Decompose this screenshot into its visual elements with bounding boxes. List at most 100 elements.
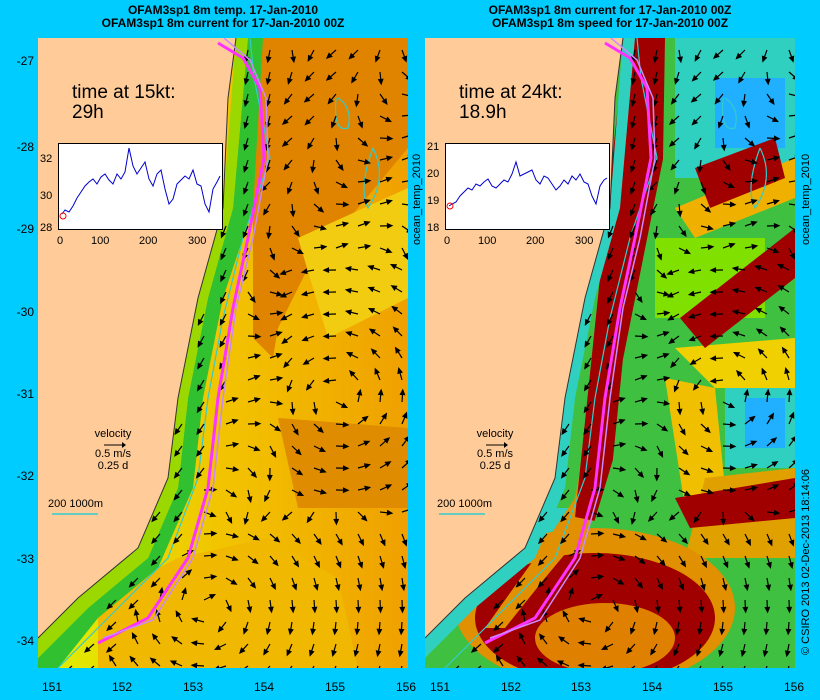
current-vector-head xyxy=(689,359,697,365)
current-vector-head xyxy=(495,654,502,662)
current-vector-head xyxy=(384,116,392,123)
current-vector-head xyxy=(249,296,256,304)
current-vector-head xyxy=(638,557,646,565)
current-vector-head xyxy=(317,426,324,434)
current-vector-head xyxy=(516,655,523,663)
right-inset-series xyxy=(448,160,608,207)
current-vector-head xyxy=(367,307,376,314)
current-vector-head xyxy=(712,52,720,59)
current-vector-head xyxy=(307,54,314,62)
right-depth-label: 200 1000m xyxy=(437,498,493,510)
current-vector-head xyxy=(470,646,478,653)
current-vector-head xyxy=(607,231,614,239)
ytick-2: -28 xyxy=(16,140,34,154)
current-vector-head xyxy=(230,579,238,585)
current-vector-head xyxy=(709,289,717,296)
current-vector-head xyxy=(238,647,246,655)
current-vector-head xyxy=(706,467,714,474)
current-vector-head xyxy=(289,408,296,416)
current-vector-head xyxy=(660,536,668,543)
right-xtick-4: 154 xyxy=(642,680,663,694)
current-vector-head xyxy=(397,650,404,658)
current-vector-head xyxy=(300,290,308,297)
current-vector-head xyxy=(296,469,304,476)
current-vector-head xyxy=(197,318,204,326)
right-inset-xtick-3: 200 xyxy=(526,235,545,247)
current-vector-head xyxy=(151,537,158,545)
left-inset-xtick-2: 100 xyxy=(91,235,110,247)
current-vector-head xyxy=(267,606,274,614)
current-vector-head xyxy=(763,628,770,636)
current-vector-head xyxy=(242,187,249,195)
current-vector-head xyxy=(294,537,301,545)
current-vector xyxy=(90,665,95,668)
current-vector-head xyxy=(310,166,316,174)
current-vector xyxy=(68,665,73,668)
current-vector-head xyxy=(129,655,136,663)
current-vector-head xyxy=(744,121,751,129)
current-vector-head xyxy=(330,121,337,129)
current-vector-head xyxy=(690,96,698,103)
current-vector-head xyxy=(701,560,707,569)
current-vector-head xyxy=(719,628,726,636)
current-vector-head xyxy=(406,483,408,487)
right-xtick-1: 151 xyxy=(430,680,451,694)
current-vector-head xyxy=(169,660,177,666)
current-vector-head xyxy=(293,560,300,568)
current-vector-head xyxy=(583,428,590,436)
current-vector-head xyxy=(773,155,781,162)
current-vector-head xyxy=(607,253,613,261)
current-vector-head xyxy=(720,518,727,526)
current-vector-head xyxy=(173,493,180,501)
current-vector xyxy=(356,665,359,668)
current-vector-head xyxy=(560,471,568,479)
current-vector-head xyxy=(149,657,157,664)
current-vector-head xyxy=(729,465,737,472)
current-vector-head xyxy=(679,428,686,436)
current-vector-head xyxy=(677,56,683,64)
left-velocity-scale: 0.5 m/s xyxy=(94,448,132,460)
current-vector-head xyxy=(584,318,591,326)
current-vector-head xyxy=(668,118,676,125)
current-vector-head xyxy=(781,346,788,354)
current-vector-head xyxy=(738,76,745,84)
current-vector-head xyxy=(345,331,353,337)
current-vector-head xyxy=(770,437,778,444)
current-vector-head xyxy=(662,331,670,337)
current-vector-head xyxy=(778,305,786,313)
current-vector-head xyxy=(381,412,388,420)
current-vector-head xyxy=(128,580,136,588)
current-vector-head xyxy=(319,224,328,231)
current-vector-head xyxy=(265,56,272,64)
current-vector-head xyxy=(181,587,187,595)
current-vector-head xyxy=(630,100,637,108)
current-vector-head xyxy=(210,574,218,581)
current-vector-head xyxy=(577,640,585,647)
current-vector-head xyxy=(391,305,399,313)
current-vector-head xyxy=(322,311,330,318)
current-vector-head xyxy=(378,584,385,592)
current-vector-head xyxy=(779,326,787,334)
left-velocity-label: velocity xyxy=(94,428,132,440)
current-vector xyxy=(401,509,408,513)
current-vector-head xyxy=(709,311,717,318)
current-vector-head xyxy=(560,537,567,545)
current-vector-head xyxy=(762,650,769,658)
current-vector-head xyxy=(673,385,680,393)
ytick-3: -29 xyxy=(16,222,34,236)
current-vector-head xyxy=(727,182,735,189)
current-vector-head xyxy=(773,135,781,142)
current-vector-head xyxy=(190,662,198,668)
ytick-6: -32 xyxy=(16,469,34,483)
current-vector-head xyxy=(220,253,226,261)
current-vector-head xyxy=(386,155,394,162)
current-vector-head xyxy=(356,584,363,592)
current-vector-head xyxy=(274,425,282,432)
current-vector-head xyxy=(361,140,369,147)
current-vector-head xyxy=(729,487,737,494)
current-vector-head xyxy=(568,587,574,595)
current-vector-head xyxy=(636,581,644,589)
current-vector-head xyxy=(560,493,567,501)
current-vector-head xyxy=(322,267,330,274)
current-vector-head xyxy=(750,220,758,227)
